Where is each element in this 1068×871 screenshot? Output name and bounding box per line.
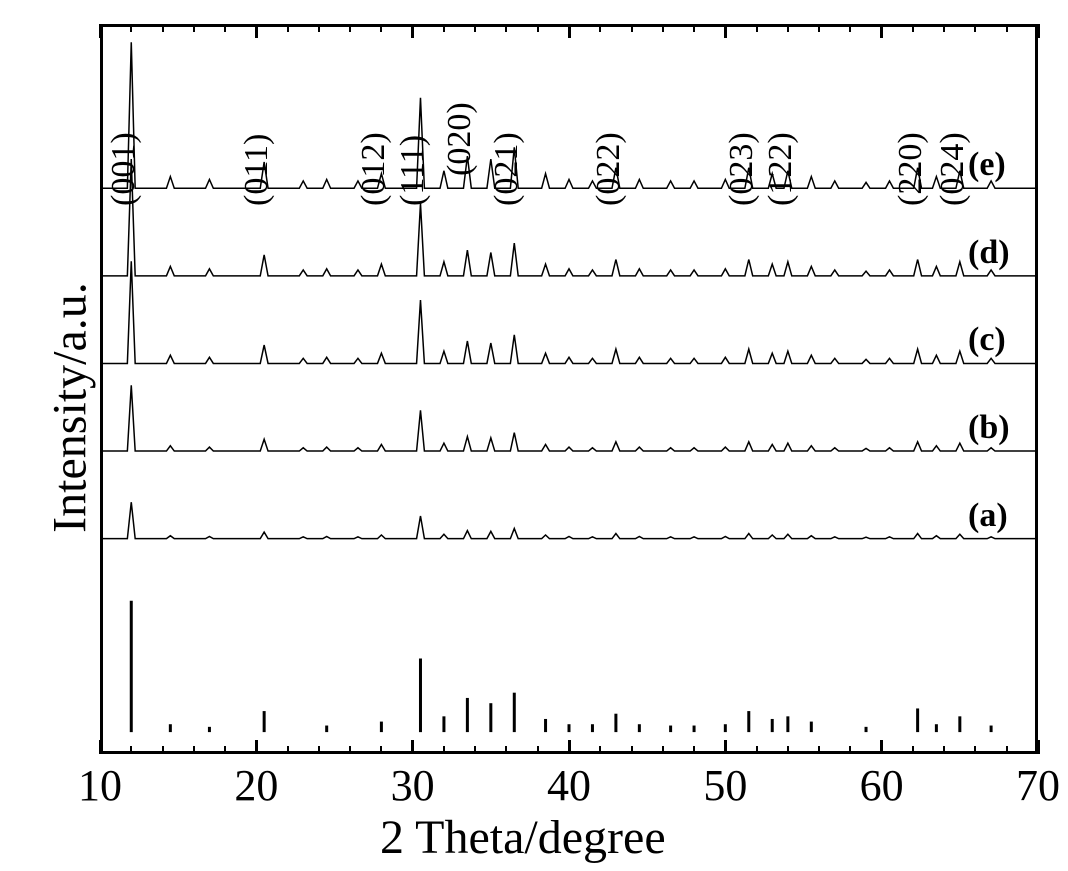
x-tick-minor — [693, 746, 695, 754]
x-tick-minor-top — [631, 24, 633, 32]
x-tick-minor-top — [130, 24, 132, 32]
xrd-trace — [100, 385, 1038, 451]
x-tick-label: 10 — [78, 760, 122, 811]
x-tick-major-top — [1037, 24, 1040, 38]
x-tick-minor-top — [756, 24, 758, 32]
x-tick-major — [411, 740, 414, 754]
x-tick-minor-top — [349, 24, 351, 32]
x-tick-minor — [599, 746, 601, 754]
x-tick-minor — [1006, 746, 1008, 754]
x-tick-minor — [349, 746, 351, 754]
x-tick-minor — [193, 746, 195, 754]
x-tick-minor-top — [787, 24, 789, 32]
x-tick-minor — [162, 746, 164, 754]
x-tick-minor — [505, 746, 507, 754]
pattern-label-a: (a) — [968, 497, 1008, 535]
pattern-label-c: (c) — [968, 321, 1006, 359]
miller-index-label: (020) — [441, 103, 479, 177]
x-tick-major — [724, 740, 727, 754]
miller-index-label: (011) — [238, 134, 276, 206]
x-tick-minor-top — [662, 24, 664, 32]
x-tick-minor-top — [287, 24, 289, 32]
x-tick-minor — [943, 746, 945, 754]
x-tick-minor — [224, 746, 226, 754]
x-tick-minor — [974, 746, 976, 754]
x-tick-major-top — [255, 24, 258, 38]
miller-index-label: (001) — [105, 133, 143, 207]
x-tick-label: 70 — [1016, 760, 1060, 811]
miller-index-label: (022) — [590, 133, 628, 207]
x-tick-major — [99, 740, 102, 754]
xrd-patterns-svg — [0, 0, 1068, 871]
x-tick-major — [255, 740, 258, 754]
xrd-chart: Intensity/a.u. 2 Theta/degree 1020304050… — [0, 0, 1068, 871]
miller-index-label: (023) — [723, 133, 761, 207]
x-tick-minor-top — [505, 24, 507, 32]
x-tick-minor-top — [537, 24, 539, 32]
x-tick-minor-top — [818, 24, 820, 32]
pattern-label-d: (d) — [968, 234, 1010, 272]
x-tick-minor — [662, 746, 664, 754]
miller-index-label: (220) — [892, 133, 930, 207]
x-tick-minor — [318, 746, 320, 754]
pattern-label-b: (b) — [968, 409, 1010, 447]
x-tick-major-top — [568, 24, 571, 38]
miller-index-label: (122) — [762, 133, 800, 207]
x-tick-minor-top — [1006, 24, 1008, 32]
x-tick-minor — [818, 746, 820, 754]
x-tick-label: 60 — [860, 760, 904, 811]
x-tick-minor-top — [193, 24, 195, 32]
x-tick-major-top — [880, 24, 883, 38]
miller-index-label: (024) — [934, 133, 972, 207]
x-tick-major — [880, 740, 883, 754]
x-tick-minor-top — [912, 24, 914, 32]
x-tick-minor — [443, 746, 445, 754]
x-tick-minor — [380, 746, 382, 754]
x-tick-minor — [287, 746, 289, 754]
x-tick-major-top — [411, 24, 414, 38]
x-tick-minor-top — [974, 24, 976, 32]
miller-index-label: (111) — [394, 135, 432, 206]
x-axis-label: 2 Theta/degree — [380, 810, 666, 865]
x-tick-minor-top — [849, 24, 851, 32]
x-tick-label: 20 — [234, 760, 278, 811]
x-tick-minor-top — [318, 24, 320, 32]
x-tick-label: 30 — [391, 760, 435, 811]
xrd-trace — [100, 502, 1038, 539]
x-tick-minor-top — [380, 24, 382, 32]
x-tick-minor — [787, 746, 789, 754]
x-tick-minor — [537, 746, 539, 754]
x-tick-minor-top — [162, 24, 164, 32]
x-tick-minor-top — [599, 24, 601, 32]
x-tick-major — [1037, 740, 1040, 754]
x-tick-minor — [912, 746, 914, 754]
x-tick-major — [568, 740, 571, 754]
x-tick-minor — [756, 746, 758, 754]
x-tick-minor-top — [693, 24, 695, 32]
miller-index-label: (012) — [355, 133, 393, 207]
x-tick-minor-top — [474, 24, 476, 32]
x-tick-label: 50 — [703, 760, 747, 811]
pattern-label-e: (e) — [968, 146, 1006, 184]
x-tick-minor — [849, 746, 851, 754]
x-tick-minor — [631, 746, 633, 754]
x-tick-minor-top — [443, 24, 445, 32]
x-tick-major-top — [724, 24, 727, 38]
x-tick-minor-top — [224, 24, 226, 32]
miller-index-label: (021) — [488, 133, 526, 207]
x-tick-label: 40 — [547, 760, 591, 811]
x-tick-major-top — [99, 24, 102, 38]
x-tick-minor-top — [943, 24, 945, 32]
x-tick-minor — [474, 746, 476, 754]
x-tick-minor — [130, 746, 132, 754]
